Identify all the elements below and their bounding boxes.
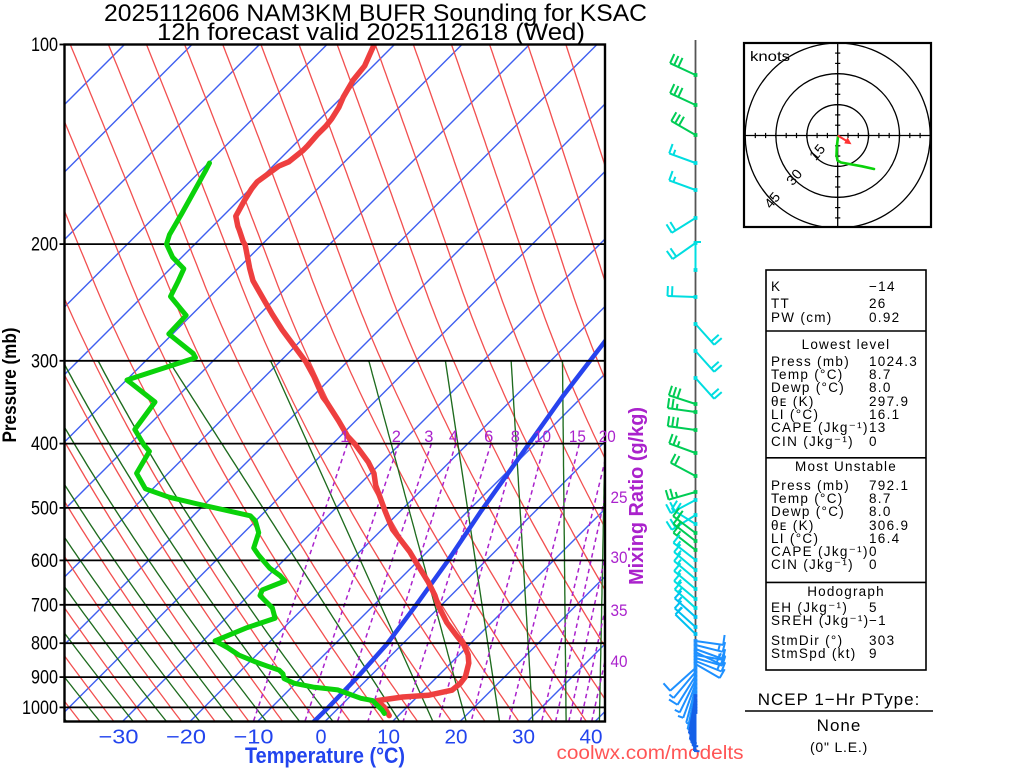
svg-text:CIN (Jkg⁻¹): CIN (Jkg⁻¹) bbox=[771, 434, 854, 449]
svg-text:40: 40 bbox=[611, 653, 628, 671]
svg-text:500: 500 bbox=[31, 497, 58, 519]
svg-text:8.7: 8.7 bbox=[869, 491, 892, 506]
svg-text:1000: 1000 bbox=[22, 697, 58, 719]
svg-text:900: 900 bbox=[31, 667, 58, 689]
svg-text:0.92: 0.92 bbox=[869, 310, 900, 325]
svg-text:Mixing Ratio (g/kg): Mixing Ratio (g/kg) bbox=[626, 407, 648, 585]
svg-text:30: 30 bbox=[512, 727, 535, 749]
svg-text:−30: −30 bbox=[99, 727, 139, 749]
svg-text:1: 1 bbox=[340, 428, 349, 446]
svg-text:NCEP 1−Hr PType:: NCEP 1−Hr PType: bbox=[758, 690, 921, 709]
svg-text:−1: −1 bbox=[869, 613, 887, 628]
svg-text:Dewp (°C): Dewp (°C) bbox=[771, 504, 845, 519]
svg-text:Press (mb): Press (mb) bbox=[771, 354, 850, 369]
svg-text:100: 100 bbox=[31, 34, 58, 56]
svg-text:25: 25 bbox=[611, 489, 628, 507]
svg-text:Temp (°C): Temp (°C) bbox=[771, 491, 844, 506]
svg-text:Press (mb): Press (mb) bbox=[771, 478, 850, 493]
svg-text:8.7: 8.7 bbox=[869, 367, 892, 382]
svg-text:Dewp (°C): Dewp (°C) bbox=[771, 380, 845, 395]
svg-text:(0" L.E.): (0" L.E.) bbox=[810, 739, 868, 755]
svg-text:EH (Jkg⁻¹): EH (Jkg⁻¹) bbox=[771, 600, 848, 615]
svg-text:4: 4 bbox=[449, 428, 458, 446]
svg-text:300: 300 bbox=[31, 350, 58, 372]
svg-text:θᴇ (K): θᴇ (K) bbox=[771, 394, 815, 409]
svg-text:5: 5 bbox=[869, 600, 878, 615]
svg-text:1024.3: 1024.3 bbox=[869, 354, 918, 369]
svg-text:Pressure (mb): Pressure (mb) bbox=[0, 328, 21, 443]
svg-text:40: 40 bbox=[580, 727, 603, 749]
svg-text:8: 8 bbox=[511, 428, 520, 446]
svg-text:8.0: 8.0 bbox=[869, 380, 892, 395]
svg-text:Lowest level: Lowest level bbox=[802, 337, 891, 352]
svg-text:CAPE (Jkg⁻¹): CAPE (Jkg⁻¹) bbox=[771, 544, 869, 559]
svg-text:0: 0 bbox=[316, 727, 327, 749]
svg-text:Temperature (°C): Temperature (°C) bbox=[245, 743, 405, 768]
svg-text:Temp (°C): Temp (°C) bbox=[771, 367, 844, 382]
svg-text:16.4: 16.4 bbox=[869, 531, 900, 546]
svg-text:297.9: 297.9 bbox=[869, 394, 909, 409]
svg-text:8.0: 8.0 bbox=[869, 504, 892, 519]
svg-text:13: 13 bbox=[869, 420, 887, 435]
svg-text:303: 303 bbox=[869, 633, 895, 648]
svg-text:30: 30 bbox=[611, 549, 628, 567]
svg-text:200: 200 bbox=[31, 234, 58, 256]
svg-text:10: 10 bbox=[377, 727, 400, 749]
svg-text:26: 26 bbox=[869, 296, 887, 311]
svg-text:CAPE (Jkg⁻¹): CAPE (Jkg⁻¹) bbox=[771, 420, 869, 435]
svg-text:θᴇ (K): θᴇ (K) bbox=[771, 518, 815, 533]
svg-text:StmDir (°): StmDir (°) bbox=[771, 633, 843, 648]
svg-text:coolwx.com/modelts: coolwx.com/modelts bbox=[557, 743, 744, 764]
svg-text:None: None bbox=[817, 716, 862, 735]
svg-text:StmSpd (kt): StmSpd (kt) bbox=[771, 646, 857, 661]
svg-text:20: 20 bbox=[445, 727, 468, 749]
svg-text:10: 10 bbox=[534, 428, 551, 446]
svg-text:0: 0 bbox=[869, 557, 878, 572]
svg-text:−20: −20 bbox=[166, 727, 206, 749]
svg-text:35: 35 bbox=[611, 602, 628, 620]
svg-text:16.1: 16.1 bbox=[869, 407, 900, 422]
svg-text:knots: knots bbox=[750, 48, 790, 64]
svg-text:0: 0 bbox=[869, 544, 878, 559]
svg-text:600: 600 bbox=[31, 550, 58, 572]
svg-text:400: 400 bbox=[31, 433, 58, 455]
svg-text:CIN (Jkg⁻¹): CIN (Jkg⁻¹) bbox=[771, 557, 854, 572]
svg-text:15: 15 bbox=[569, 428, 586, 446]
svg-text:SREH (Jkg⁻¹): SREH (Jkg⁻¹) bbox=[771, 613, 869, 628]
svg-text:9: 9 bbox=[869, 646, 878, 661]
svg-text:Most Unstable: Most Unstable bbox=[795, 459, 897, 474]
svg-text:792.1: 792.1 bbox=[869, 478, 909, 493]
svg-text:800: 800 bbox=[31, 633, 58, 655]
svg-text:20: 20 bbox=[599, 428, 616, 446]
svg-text:0: 0 bbox=[869, 434, 878, 449]
svg-text:−14: −14 bbox=[869, 279, 896, 294]
svg-text:12h forecast valid 2025112618: 12h forecast valid 2025112618 (Wed) bbox=[157, 19, 585, 46]
svg-text:Hodograph: Hodograph bbox=[807, 584, 885, 599]
svg-text:LI (°C): LI (°C) bbox=[771, 531, 819, 546]
svg-text:6: 6 bbox=[484, 428, 493, 446]
svg-text:PW (cm): PW (cm) bbox=[771, 310, 833, 325]
svg-text:K: K bbox=[771, 279, 781, 294]
svg-text:306.9: 306.9 bbox=[869, 518, 909, 533]
svg-text:3: 3 bbox=[424, 428, 433, 446]
svg-text:TT: TT bbox=[771, 296, 790, 311]
svg-text:2: 2 bbox=[392, 428, 401, 446]
svg-text:LI (°C): LI (°C) bbox=[771, 407, 819, 422]
svg-text:−10: −10 bbox=[234, 727, 274, 749]
svg-text:2025112606 NAM3KM BUFR Soundin: 2025112606 NAM3KM BUFR Sounding for KSAC bbox=[104, 0, 647, 27]
svg-text:700: 700 bbox=[31, 594, 58, 616]
